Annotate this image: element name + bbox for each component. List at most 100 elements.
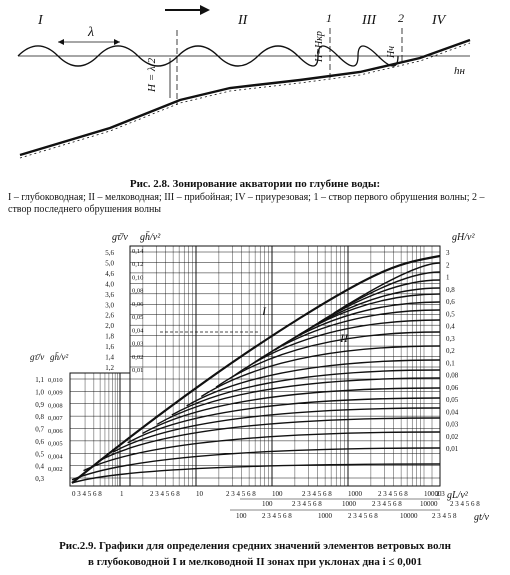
x-main-tick: 2 3 4 5 6 8 [378, 490, 408, 498]
left-outer-tick-upper: 1,8 [105, 333, 114, 341]
figure-2-caption-line-1: Рис.2.9. Графики для определения средних… [59, 540, 451, 552]
zone-label-3: III [361, 13, 377, 28]
axis-left-lower-outer-title: gτ̄/v [30, 352, 44, 362]
x-second-tick: 2 3 4 5 6 8 [372, 500, 402, 508]
curve-shallow-water [171, 369, 441, 416]
curve-shallow-water [215, 331, 441, 388]
right-tick: 0,02 [446, 433, 459, 441]
left-outer-tick-upper: 4,6 [105, 270, 114, 278]
breaking-label-1: H=Hкр [314, 31, 325, 63]
x-main-tick: 10000 [424, 490, 442, 498]
breaking-label-2: Hч [386, 46, 397, 59]
curve-shallow-water [244, 309, 441, 370]
right-tick: 0,5 [446, 310, 455, 318]
left-inner-tick-upper: 0,03 [132, 341, 143, 348]
right-tick: 0,2 [446, 347, 455, 355]
right-tick: 0,4 [446, 323, 455, 331]
zone-label-2: II [237, 13, 249, 28]
curve-shallow-water [83, 431, 441, 472]
left-inner-tick-lower: 0,004 [48, 453, 63, 460]
left-outer-tick-upper: 4,0 [105, 280, 114, 288]
right-tick: 0,6 [446, 298, 455, 306]
curve-shallow-water [186, 359, 441, 407]
curve-shallow-water [71, 447, 441, 481]
x-main-tick: 100 [272, 490, 283, 498]
x-main-tick: 2 3 4 5 6 8 [150, 490, 180, 498]
right-tick: 0,03 [446, 421, 459, 429]
curve-shallow-water [142, 387, 441, 435]
left-inner-tick-lower: 0,005 [48, 441, 63, 448]
right-tick: 0,8 [446, 286, 455, 294]
x-third-tick: 2 3 4 5 6 8 [262, 512, 292, 520]
left-inner-tick-upper: 0,04 [132, 327, 144, 334]
zoning-diagram: I II III IV λ 1 2 H = λ/2 H=Hкр Hч hн [17, 5, 471, 159]
shore-label: hн [454, 65, 466, 77]
x-third-tick: 2 3 4 5 8 [432, 512, 457, 520]
left-outer-tick-upper: 3,0 [105, 301, 114, 309]
x-second-tick: 1000 [342, 500, 357, 508]
left-inner-tick-upper: 0,10 [132, 274, 143, 281]
x-third-tick: 1000 [318, 512, 333, 520]
axis-x-second-title: gt/v [474, 512, 490, 523]
x-main-tick: 2 3 4 5 6 8 [226, 490, 256, 498]
left-outer-tick-upper: 1,2 [105, 364, 114, 372]
left-outer-tick-lower: 0,9 [35, 401, 44, 409]
left-inner-tick-lower: 0,009 [48, 390, 63, 397]
right-tick: 0,05 [446, 396, 459, 404]
left-inner-tick-upper: 0,01 [132, 367, 143, 374]
x-main-tick: 1 [120, 490, 124, 498]
left-outer-tick-upper: 3,6 [105, 291, 114, 299]
x-second-tick: 10000 [420, 500, 438, 508]
right-tick: 2 [446, 261, 450, 269]
x-third-tick: 2 3 4 5 6 8 [348, 512, 378, 520]
chart-frame-upper [129, 245, 441, 487]
curve-shallow-water [127, 397, 441, 444]
axis-right-title: gH/v² [452, 232, 475, 243]
figure-2-caption-line-2: в глубоководной I и мелководной II зонах… [88, 556, 422, 568]
curve-label-2: II [339, 331, 349, 345]
curve-label-1: I [261, 304, 267, 318]
left-outer-tick-lower: 0,3 [35, 475, 44, 483]
axis-left-lower-inner-title: gh̄/v² [50, 352, 68, 362]
x-main-tick: 1000 [348, 490, 363, 498]
chart-grid: 5,6 5,0 4,6 4,0 3,6 3,0 2,6 2,0 1,8 1,6 1,4 1,2 0,14… [35, 245, 480, 520]
right-tick: 1 [446, 274, 450, 282]
depth-label: H = λ/2 [146, 57, 158, 93]
left-inner-tick-upper: 0,14 [132, 248, 144, 255]
x-second-tick: 2 3 4 5 6 8 [450, 500, 480, 508]
right-tick: 0,04 [446, 408, 459, 416]
curve-shallow-water [200, 345, 441, 398]
axis-left-inner-title: gh̄/v² [140, 231, 161, 243]
marker-1: 1 [326, 11, 332, 25]
left-outer-tick-lower: 1,0 [35, 388, 44, 396]
right-tick: 0,06 [446, 384, 459, 392]
chart-curves [71, 254, 441, 484]
left-inner-tick-upper: 0,08 [132, 288, 143, 295]
right-tick: 0,3 [446, 335, 455, 343]
left-outer-tick-upper: 2,6 [105, 312, 114, 320]
left-outer-tick-lower: 1,1 [35, 376, 44, 384]
left-inner-tick-lower: 0,007 [48, 415, 63, 422]
zone-label-1: I [37, 13, 44, 28]
left-outer-tick-upper: 5,6 [105, 249, 114, 257]
left-inner-tick-upper: 0,05 [132, 314, 143, 321]
left-inner-tick-lower: 0,006 [48, 428, 63, 435]
curve-shallow-water [71, 463, 441, 484]
left-inner-tick-upper: 0,06 [132, 301, 144, 308]
x-third-tick: 10000 [400, 512, 418, 520]
left-outer-tick-upper: 1,6 [105, 343, 114, 351]
left-outer-tick-lower: 0,8 [35, 413, 44, 421]
curve-shallow-water [156, 377, 441, 425]
axis-x-main-title: gL/v² [447, 490, 469, 501]
curve-deep-water [71, 254, 441, 484]
curve-shallow-water [112, 407, 441, 453]
left-outer-tick-upper: 1,4 [105, 354, 114, 362]
x-main-tick: 2 3 [436, 490, 445, 498]
x-second-tick: 2 3 4 5 6 8 [292, 500, 322, 508]
right-tick: 0,08 [446, 372, 459, 380]
left-inner-tick-lower: 0,008 [48, 402, 63, 409]
left-inner-tick-upper: 0,12 [132, 261, 143, 268]
x-main-tick: 10 [196, 490, 204, 498]
left-outer-tick-lower: 0,6 [35, 438, 44, 446]
left-inner-tick-lower: 0,010 [48, 377, 63, 384]
